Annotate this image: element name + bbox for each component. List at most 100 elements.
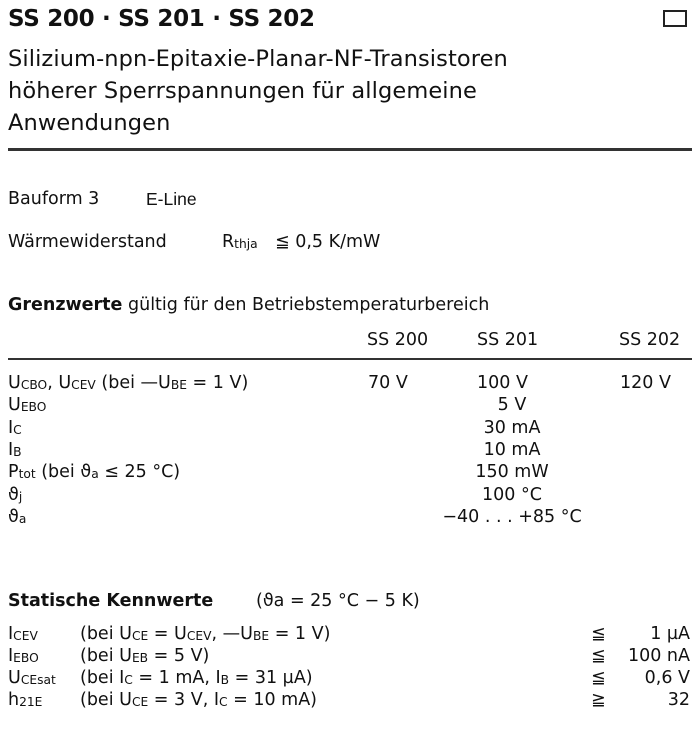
row-relation: ≦ — [591, 624, 606, 644]
subscript: CE — [131, 629, 149, 643]
row-value: 30 mA — [483, 417, 541, 438]
column-header: SS 201 — [477, 330, 539, 350]
subscript: BE — [170, 378, 187, 392]
subscript: BE — [252, 629, 270, 643]
text: h — [8, 690, 20, 710]
row-label: ϑj — [8, 485, 22, 505]
text: = 10 mA) — [227, 690, 318, 710]
row-label: ϑa — [8, 507, 26, 527]
waermewiderstand-value: ≦ 0,5 K/mW — [275, 232, 381, 252]
subscript: B — [220, 673, 230, 687]
row-value: 100 °C — [482, 484, 542, 505]
text: ≤ 25 °C) — [98, 462, 181, 483]
text: I — [8, 417, 14, 438]
row-value: 100 nA — [627, 646, 690, 666]
bauform-value: E-Line — [146, 189, 197, 209]
text: (bei ϑ — [35, 462, 92, 483]
row-label: UCEsat — [8, 668, 56, 688]
text: (bei —U — [95, 373, 171, 393]
row-label: Ptot (bei ϑa ≤ 25 °C) — [8, 462, 180, 482]
subscript: B — [13, 444, 22, 459]
row-value: −40 . . . +85 °C — [442, 506, 582, 527]
text: , —U — [211, 624, 253, 644]
text: I — [8, 624, 14, 644]
row-relation: ≦ — [591, 646, 606, 666]
text: I — [8, 439, 14, 460]
text: = 5 V) — [148, 646, 210, 666]
page-title: SS 200 · SS 201 · SS 202 — [8, 6, 315, 32]
text: (bei U — [80, 690, 132, 710]
subtitle-line: Anwendungen — [8, 110, 171, 136]
text: U — [8, 395, 21, 416]
divider — [8, 148, 692, 151]
row-value: 120 V — [620, 373, 671, 393]
subscript: a — [18, 511, 27, 526]
text: I — [8, 646, 14, 666]
text: , U — [47, 373, 72, 393]
text: = 1 V) — [269, 624, 331, 644]
row-label: UCBO, UCEV (bei —UBE = 1 V) — [8, 373, 248, 393]
subscript: CEV — [71, 378, 96, 392]
text: (bei I — [80, 668, 125, 688]
row-value: 100 V — [477, 373, 528, 393]
row-value: 150 mW — [475, 462, 549, 483]
column-header: SS 200 — [367, 330, 429, 350]
waermewiderstand-label: Wärmewiderstand — [8, 232, 167, 252]
grenzwerte-heading-bold: Grenzwerte — [8, 295, 123, 315]
text: U — [8, 373, 21, 393]
divider — [8, 358, 692, 360]
subscript: EBO — [13, 651, 39, 665]
subscript: EB — [131, 651, 149, 665]
subtitle-line: Silizium-npn-Epitaxie-Planar-NF-Transist… — [8, 46, 508, 72]
statische-heading-title: Statische Kennwerte — [8, 591, 214, 611]
text: = U — [148, 624, 187, 644]
row-value: 1 µA — [650, 624, 690, 644]
text: P — [8, 462, 19, 483]
row-value: 32 — [667, 690, 690, 710]
row-condition: (bei UCE = UCEV, —UBE = 1 V) — [80, 624, 330, 644]
text: = 3 V, I — [148, 690, 219, 710]
subscript: CEV — [186, 629, 212, 643]
row-relation: ≧ — [591, 690, 606, 710]
subscript: C — [124, 673, 133, 687]
text: = 1 mA, I — [132, 668, 221, 688]
bauform-label: Bauform 3 — [8, 189, 100, 209]
waermewiderstand-symbol: Rthja — [222, 232, 258, 252]
grenzwerte-heading: Grenzwerte gültig für den Betriebstemper… — [8, 295, 489, 315]
text: ϑ — [8, 484, 19, 505]
statische-heading: Statische Kennwerte — [8, 591, 213, 611]
row-value: 10 mA — [483, 439, 541, 460]
subscript: C — [13, 422, 22, 437]
row-condition: (bei UCE = 3 V, IC = 10 mA) — [80, 690, 317, 710]
subscript: CBO — [20, 378, 48, 392]
row-label: IEBO — [8, 646, 39, 666]
row-label: IC — [8, 418, 22, 438]
text: = 31 µA) — [229, 668, 313, 688]
text: ϑ — [8, 506, 19, 527]
row-value: 5 V — [497, 395, 527, 416]
subscript: a — [91, 467, 99, 482]
row-label: IB — [8, 440, 22, 460]
subscript: C — [218, 695, 228, 709]
column-header: SS 202 — [619, 330, 681, 350]
row-label: h21E — [8, 690, 42, 710]
text: (bei U — [80, 624, 132, 644]
subscript: CE — [131, 695, 149, 709]
row-value: 70 V — [368, 373, 408, 393]
statische-condition: (ϑa = 25 °C − 5 K) — [256, 591, 420, 611]
row-relation: ≦ — [591, 668, 606, 688]
symbol-sub: thja — [234, 237, 258, 251]
subscript: tot — [18, 467, 36, 482]
symbol: R — [222, 232, 235, 252]
grenzwerte-heading-rest: gültig für den Betriebstemperaturbereich — [128, 295, 490, 315]
row-condition: (bei IC = 1 mA, IB = 31 µA) — [80, 668, 313, 688]
text: U — [8, 668, 21, 688]
row-condition: (bei UEB = 5 V) — [80, 646, 209, 666]
row-label: ICEV — [8, 624, 38, 644]
subscript: 21E — [19, 695, 43, 709]
subscript: j — [18, 489, 23, 504]
subscript: EBO — [20, 400, 47, 415]
subscript: CEV — [13, 629, 38, 643]
text: = 1 V) — [186, 373, 249, 393]
row-value: 0,6 V — [644, 668, 690, 688]
